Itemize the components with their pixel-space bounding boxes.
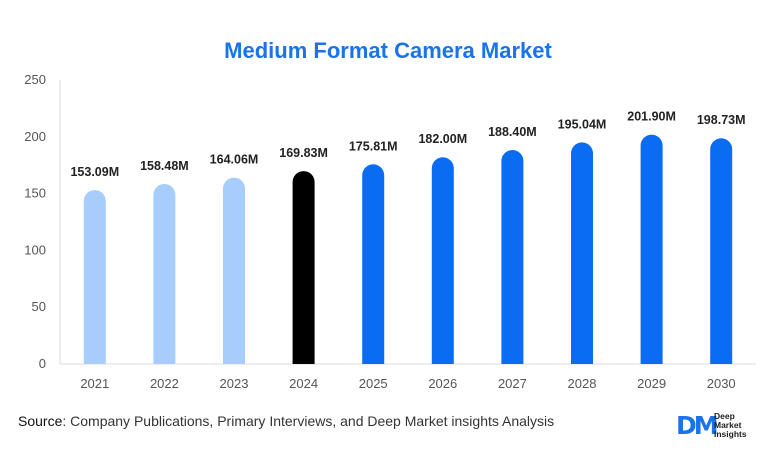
- source-note: Source: Company Publications, Primary In…: [18, 413, 554, 429]
- bars-group: [83, 134, 733, 364]
- x-tick-label: 2024: [289, 376, 318, 391]
- x-tick-label: 2030: [707, 376, 736, 391]
- data-label: 182.00M: [418, 132, 467, 146]
- data-label: 198.73M: [697, 113, 746, 127]
- chart-title: Medium Format Camera Market: [224, 38, 552, 63]
- deep-market-insights-logo: DM Deep Market Insights: [676, 410, 766, 440]
- y-tick-label: 250: [24, 72, 46, 87]
- bar-2030: [710, 138, 733, 364]
- x-axis-ticks: 2021 2022 2023 2024 2025 2026 2027 2028 2029 2030: [80, 376, 735, 391]
- x-tick-label: 2028: [568, 376, 597, 391]
- bar-2022: [153, 183, 176, 364]
- source-label: Source: [18, 413, 63, 429]
- y-tick-label: 0: [39, 356, 46, 371]
- data-label: 188.40M: [488, 125, 537, 139]
- y-tick-label: 100: [24, 242, 46, 257]
- bar-2028: [571, 142, 593, 364]
- x-tick-label: 2027: [498, 376, 527, 391]
- bar-2025: [362, 164, 385, 364]
- bar-2024: [292, 171, 315, 364]
- x-tick-label: 2025: [359, 376, 388, 391]
- data-label: 169.83M: [279, 146, 328, 160]
- x-tick-label: 2021: [80, 376, 109, 391]
- data-label: 175.81M: [349, 139, 398, 153]
- data-labels-group: 153.09M 158.48M 164.06M 169.83M 175.81M 182.0…: [70, 110, 745, 179]
- y-tick-label: 50: [32, 299, 46, 314]
- bar-2026: [431, 157, 454, 364]
- data-label: 158.48M: [140, 159, 189, 173]
- bar-2029: [640, 134, 663, 364]
- logo-line-1: Deep: [714, 411, 735, 421]
- y-axis-ticks: 0 50 100 150 200 250: [24, 72, 46, 371]
- logo-text: Deep Market Insights: [714, 412, 747, 439]
- logo-mark: DM: [676, 411, 719, 440]
- logo-line-2: Market: [714, 420, 742, 430]
- bar-2023: [223, 177, 245, 364]
- x-tick-label: 2022: [150, 376, 179, 391]
- y-tick-label: 150: [24, 186, 46, 201]
- bar-2021: [83, 190, 106, 364]
- data-label: 153.09M: [70, 165, 119, 179]
- bar-2027: [501, 149, 524, 364]
- data-label: 201.90M: [627, 110, 676, 124]
- logo-line-3: Insights: [714, 429, 747, 439]
- data-label: 195.04M: [558, 117, 607, 131]
- y-tick-label: 200: [24, 129, 46, 144]
- x-tick-label: 2029: [637, 376, 666, 391]
- x-tick-label: 2026: [428, 376, 457, 391]
- x-tick-label: 2023: [220, 376, 249, 391]
- data-label: 164.06M: [210, 153, 259, 167]
- source-text: : Company Publications, Primary Intervie…: [62, 413, 555, 429]
